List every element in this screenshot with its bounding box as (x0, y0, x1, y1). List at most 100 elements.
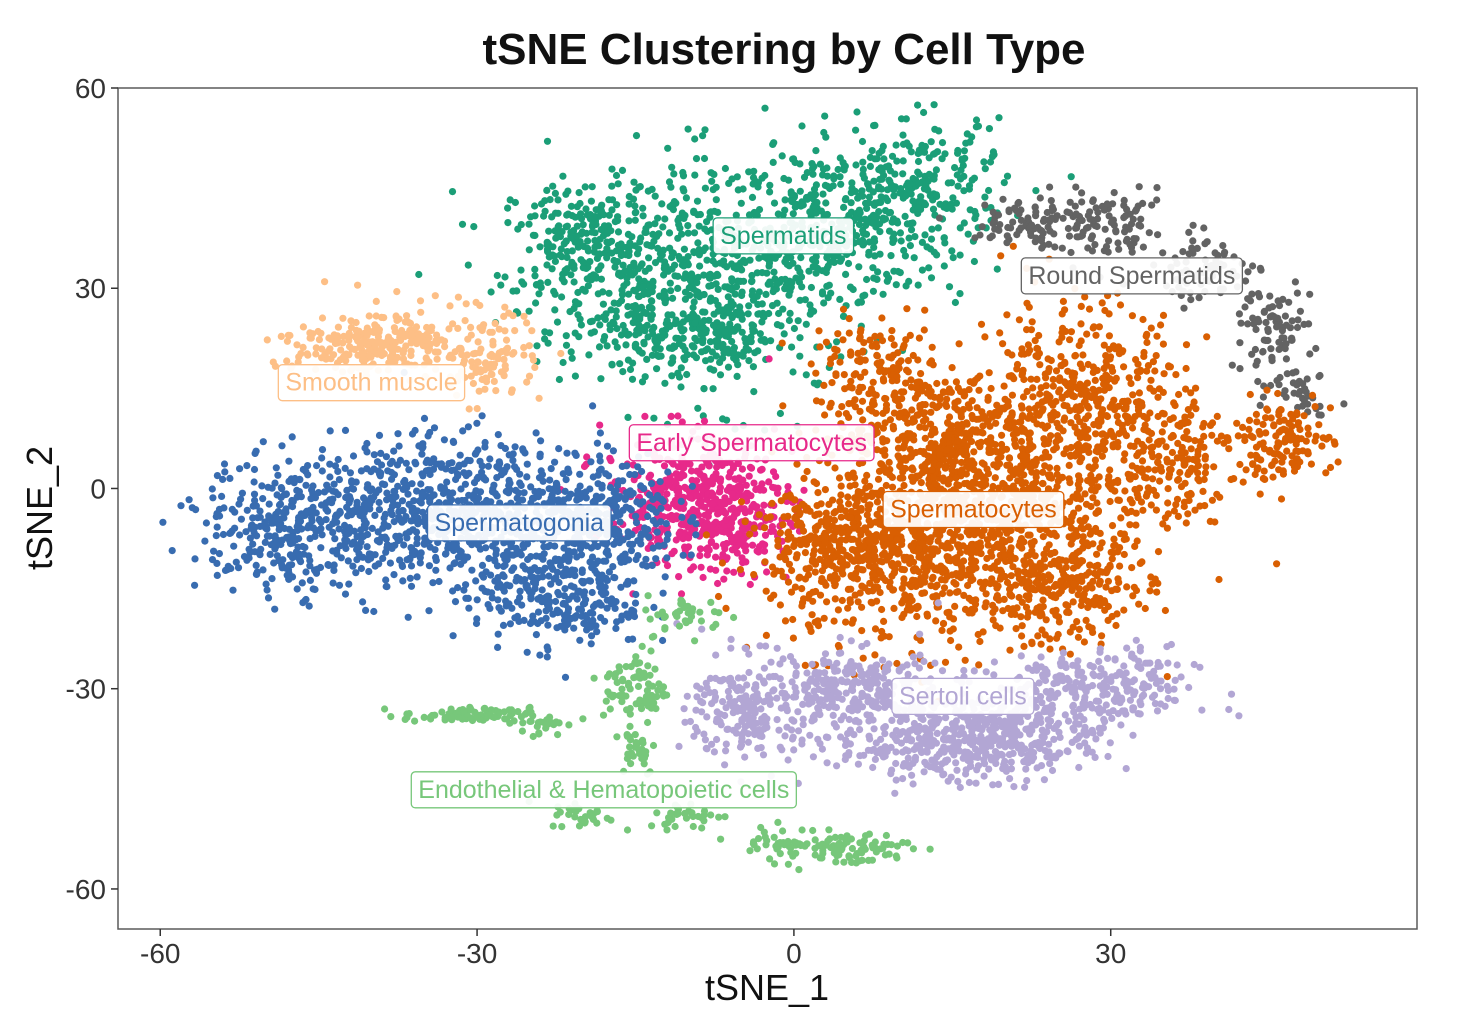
data-point (870, 274, 878, 282)
data-point (661, 573, 669, 581)
data-point (1007, 224, 1015, 232)
data-point (769, 140, 777, 148)
data-point (536, 450, 544, 458)
data-point (1104, 248, 1112, 256)
data-point (245, 545, 253, 553)
data-point (534, 608, 543, 616)
data-point (738, 291, 746, 300)
data-point (986, 158, 995, 166)
data-point (322, 505, 330, 513)
data-point (985, 125, 994, 133)
data-point (674, 284, 682, 292)
data-point (488, 328, 496, 336)
data-point (517, 266, 525, 274)
data-point (329, 528, 337, 537)
data-point (317, 329, 325, 337)
data-point (757, 466, 765, 474)
data-point (291, 536, 299, 544)
data-point (542, 614, 550, 622)
data-point (509, 287, 517, 295)
data-point (536, 651, 544, 659)
data-point (662, 520, 670, 528)
data-point (668, 163, 676, 171)
data-point (212, 532, 220, 540)
data-point (1282, 393, 1290, 401)
data-point (238, 489, 246, 497)
data-point (700, 385, 708, 393)
data-point (269, 358, 277, 366)
data-point (671, 272, 679, 280)
data-point (605, 289, 613, 297)
data-point (544, 248, 552, 256)
data-point (890, 192, 898, 200)
data-point (575, 189, 583, 197)
data-point (359, 598, 367, 606)
data-point (306, 535, 314, 543)
data-point (474, 446, 482, 454)
data-point (531, 272, 539, 280)
data-point (308, 517, 316, 525)
data-point (506, 479, 514, 487)
data-point (947, 636, 955, 645)
data-point (608, 165, 616, 173)
data-point (415, 270, 423, 279)
data-point (341, 426, 350, 434)
data-point (1028, 221, 1036, 229)
data-point (408, 504, 416, 512)
data-point (501, 273, 509, 281)
data-point (574, 243, 582, 251)
data-point (516, 470, 524, 478)
data-point (246, 534, 254, 542)
data-point (339, 339, 347, 347)
data-point (672, 536, 680, 544)
data-point (597, 375, 605, 383)
data-point (644, 333, 652, 341)
data-point (517, 481, 525, 490)
data-point (533, 342, 541, 350)
data-point (506, 582, 514, 590)
series-spermatids (415, 101, 1075, 469)
data-point (408, 548, 416, 557)
data-point (555, 375, 564, 384)
data-point (596, 321, 604, 329)
data-point (822, 268, 830, 277)
data-point (703, 256, 711, 264)
data-point (585, 351, 593, 359)
data-point (779, 521, 787, 529)
data-point (539, 477, 547, 485)
data-point (696, 470, 704, 478)
data-point (974, 122, 983, 130)
data-point (576, 238, 584, 246)
data-point (1189, 221, 1197, 229)
data-point (985, 186, 993, 195)
data-point (812, 269, 820, 277)
data-point (330, 331, 338, 339)
data-point (345, 351, 353, 359)
data-point (576, 470, 584, 478)
data-point (690, 248, 698, 256)
data-point (431, 348, 439, 356)
data-point (584, 237, 592, 245)
data-point (605, 568, 614, 576)
data-point (504, 204, 512, 212)
data-point (584, 247, 593, 255)
data-point (960, 187, 968, 195)
data-point (738, 554, 746, 562)
data-point (793, 460, 801, 468)
data-point (785, 316, 794, 325)
data-point (651, 192, 659, 200)
data-point (847, 199, 855, 207)
data-point (562, 237, 570, 245)
data-point (805, 267, 813, 275)
data-point (331, 516, 339, 524)
data-point (957, 175, 965, 183)
data-point (411, 426, 419, 435)
data-point (587, 197, 596, 205)
data-point (728, 277, 736, 285)
data-point (598, 484, 606, 492)
data-point (758, 318, 766, 326)
data-point (821, 211, 830, 219)
data-point (583, 453, 591, 461)
data-point (605, 472, 613, 480)
data-point (745, 211, 754, 219)
